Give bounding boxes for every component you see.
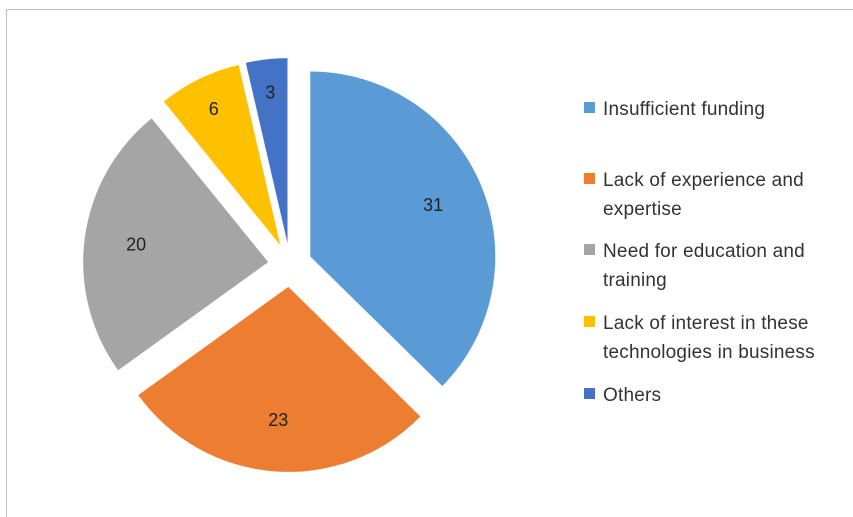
slice-data-label: 23: [268, 410, 288, 430]
legend-item-others: Others: [584, 381, 661, 410]
legend-label: Need for education and training: [603, 241, 805, 291]
legend-label: Lack of experience and expertise: [603, 170, 804, 220]
pie-slice-others: [245, 58, 288, 244]
legend-item-need-for-education: Need for education and training: [584, 237, 805, 295]
legend-swatch: [584, 244, 595, 255]
legend-item-lack-of-interest: Lack of interest in these technologies in…: [584, 309, 815, 367]
legend-label: Lack of interest in these technologies in…: [603, 313, 815, 363]
pie-slice-lack-of-interest-in-these-technologies-in-business: [163, 64, 281, 246]
legend-swatch: [584, 388, 595, 399]
legend-swatch: [584, 316, 595, 327]
legend-label: Insufficient funding: [603, 99, 766, 120]
slice-data-label: 3: [265, 82, 275, 102]
legend-swatch: [584, 173, 595, 184]
slice-data-label: 6: [209, 99, 219, 119]
legend-swatch: [584, 102, 595, 113]
pie-slice-lack-of-experience-and-expertise: [138, 286, 421, 472]
pie-slice-need-for-education-and-training: [83, 118, 269, 371]
legend-item-lack-of-experience: Lack of experience and expertise: [584, 166, 804, 224]
pie-slice-insufficient-funding: [310, 71, 496, 387]
slice-data-label: 20: [126, 234, 146, 254]
legend-item-insufficient-funding: Insufficient funding: [584, 95, 765, 124]
slice-data-label: 31: [423, 195, 443, 215]
legend-label: Others: [603, 385, 662, 406]
